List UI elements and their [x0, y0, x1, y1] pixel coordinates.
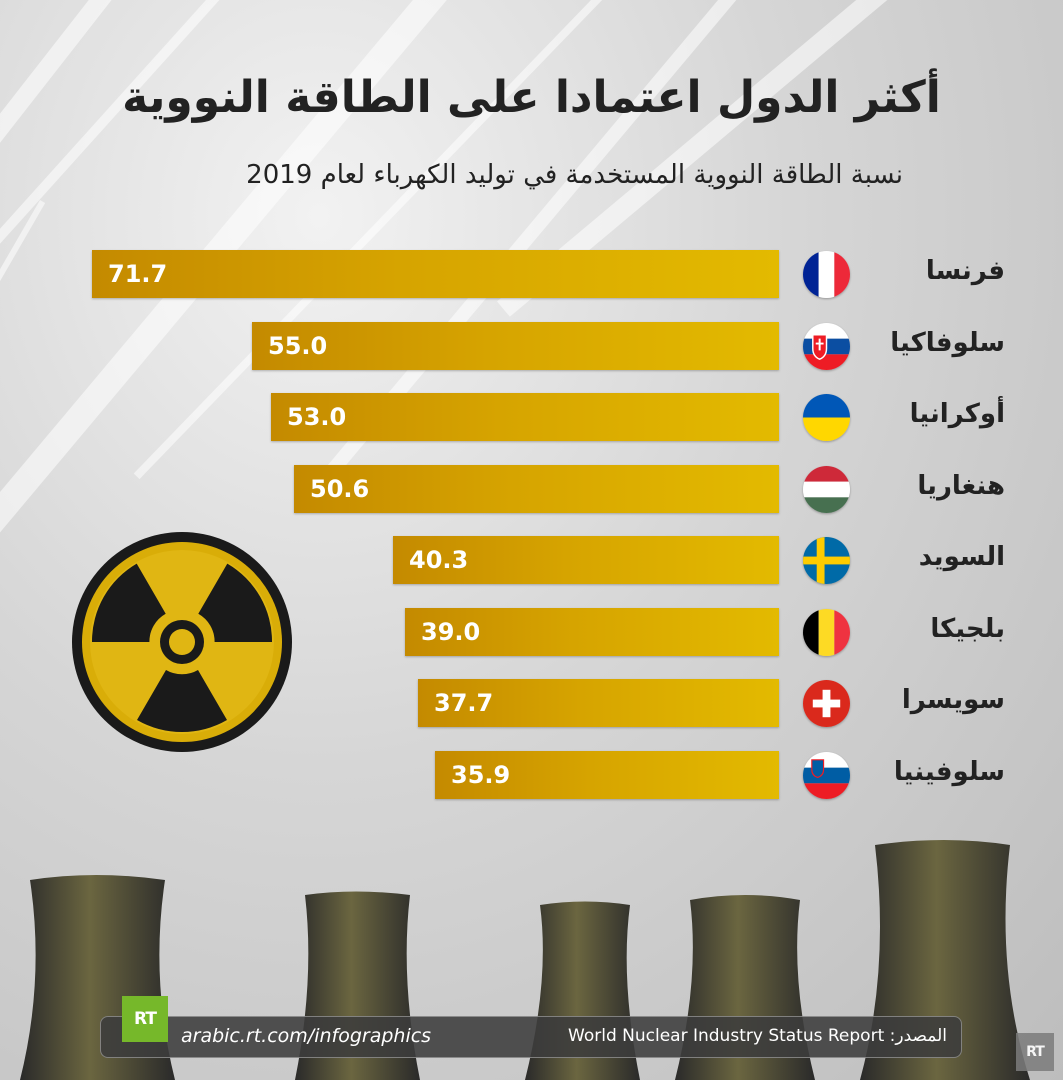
page-title: أكثر الدول اعتمادا على الطاقة النووية	[122, 72, 941, 123]
rt-corner-logo: RT	[1016, 1033, 1054, 1071]
bar	[393, 536, 779, 584]
country-label: فرنسا	[925, 256, 1005, 286]
rt-logo: RT	[122, 996, 168, 1042]
ukraine-flag-icon	[803, 394, 850, 441]
radiation-icon	[72, 532, 292, 752]
bar-value-label: 55.0	[268, 332, 328, 360]
chart-row: 71.7 فرنسا	[0, 250, 1063, 300]
bar	[418, 679, 779, 727]
chart-row: 55.0 سلوفاكيا	[0, 322, 1063, 372]
bar	[271, 393, 779, 441]
belgium-flag-icon	[803, 609, 850, 656]
bar-value-label: 40.3	[409, 546, 469, 574]
footer-bar: arabic.rt.com/infographics المصدر: World…	[100, 1016, 962, 1058]
bar-value-label: 37.7	[434, 689, 494, 717]
country-label: سلوفينيا	[893, 757, 1005, 787]
bar	[405, 608, 779, 656]
bar-value-label: 35.9	[451, 761, 511, 789]
bar-value-label: 71.7	[108, 260, 168, 288]
sweden-flag-icon	[803, 537, 850, 584]
slovenia-flag-icon	[803, 752, 850, 799]
bar	[92, 250, 779, 298]
chart-row: 53.0 أوكرانيا	[0, 393, 1063, 443]
bar	[252, 322, 779, 370]
country-label: سويسرا	[901, 685, 1005, 715]
bar	[294, 465, 779, 513]
chart-row: 50.6 هنغاريا	[0, 465, 1063, 515]
slovakia-flag-icon	[803, 323, 850, 370]
footer-url[interactable]: arabic.rt.com/infographics	[181, 1025, 432, 1047]
chart-row: 39.0 بلجيكا	[0, 608, 1063, 658]
country-label: سلوفاكيا	[890, 328, 1005, 358]
footer-source: المصدر: World Nuclear Industry Status Re…	[568, 1026, 947, 1046]
country-label: هنغاريا	[917, 471, 1005, 501]
hungary-flag-icon	[803, 466, 850, 513]
chart-row: 35.9 سلوفينيا	[0, 751, 1063, 801]
page-subtitle: نسبة الطاقة النووية المستخدمة في توليد ا…	[246, 160, 903, 190]
switzerland-flag-icon	[803, 680, 850, 727]
chart-row: 40.3 السويد	[0, 536, 1063, 586]
chart-row: 37.7 سويسرا	[0, 679, 1063, 729]
country-label: أوكرانيا	[909, 399, 1005, 429]
country-label: بلجيكا	[930, 614, 1005, 644]
country-label: السويد	[918, 542, 1005, 572]
france-flag-icon	[803, 251, 850, 298]
bar-value-label: 39.0	[421, 618, 481, 646]
bar-value-label: 50.6	[310, 475, 370, 503]
bar	[435, 751, 779, 799]
bar-value-label: 53.0	[287, 403, 347, 431]
